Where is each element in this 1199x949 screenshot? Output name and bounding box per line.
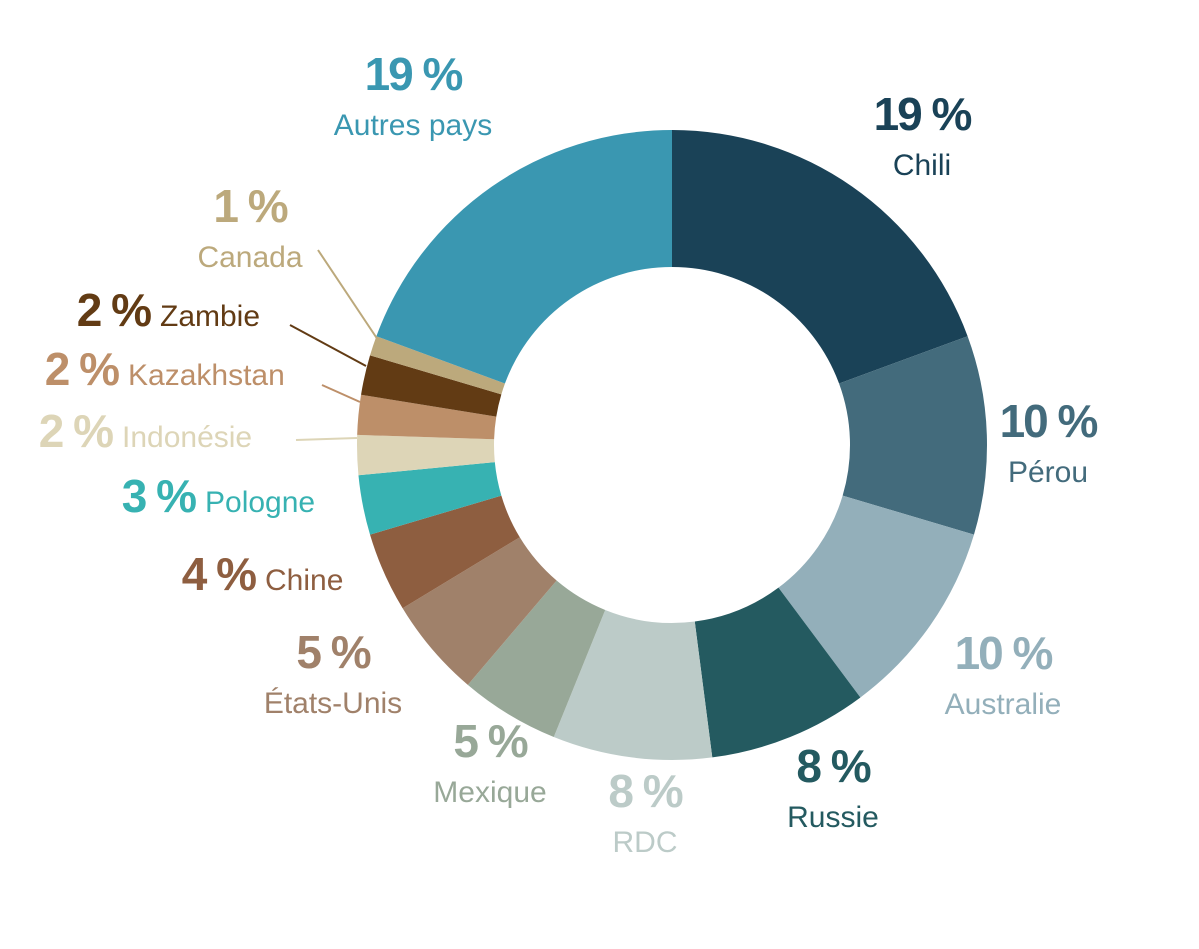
leader-line xyxy=(289,324,367,367)
value-label: 8 % xyxy=(608,765,682,817)
leader-line xyxy=(295,437,358,441)
category-label: Kazakhstan xyxy=(128,359,285,392)
donut-slice xyxy=(402,537,557,685)
donut-slice xyxy=(778,495,974,698)
donut-slice xyxy=(370,336,505,395)
donut-slice xyxy=(553,609,713,760)
value-label: 10 % xyxy=(955,627,1053,679)
category-label: Russie xyxy=(787,801,879,834)
donut-slice xyxy=(357,394,497,440)
category-label: Chine xyxy=(265,564,343,597)
category-label: Indonésie xyxy=(122,421,252,454)
value-label: 5 % xyxy=(296,626,370,678)
value-label: 10 % xyxy=(1000,395,1098,447)
donut-slice xyxy=(376,129,672,384)
leader-lines xyxy=(289,249,379,441)
donut-slice xyxy=(361,355,502,417)
donut-slice xyxy=(358,462,502,535)
value-label: 8 % xyxy=(796,740,870,792)
value-label: 2 % xyxy=(39,405,113,457)
value-label: 5 % xyxy=(453,715,527,767)
value-label: 2 % xyxy=(77,284,151,336)
category-label: Zambie xyxy=(160,300,260,333)
category-label: Canada xyxy=(197,241,302,274)
donut-slice xyxy=(694,587,861,758)
category-label: Pologne xyxy=(205,486,315,519)
category-label: Pérou xyxy=(1008,456,1088,489)
donut-slice xyxy=(467,580,606,737)
category-label: Mexique xyxy=(433,776,546,809)
donut-slice xyxy=(839,336,987,535)
leader-line xyxy=(321,384,361,403)
value-label: 19 % xyxy=(874,88,972,140)
value-label: 1 % xyxy=(213,180,287,232)
category-label: Chili xyxy=(893,149,951,182)
donut-slice xyxy=(370,495,520,609)
value-label: 19 % xyxy=(365,48,463,100)
leader-line xyxy=(317,249,379,341)
category-label: Australie xyxy=(945,688,1062,721)
value-label: 4 % xyxy=(182,548,256,600)
donut-slice xyxy=(357,434,495,476)
category-label: États-Unis xyxy=(264,687,402,720)
donut-slice xyxy=(672,130,968,384)
category-label: Autres pays xyxy=(334,109,492,142)
value-label: 2 % xyxy=(45,343,119,395)
category-label: RDC xyxy=(613,826,678,859)
value-label: 3 % xyxy=(122,470,196,522)
